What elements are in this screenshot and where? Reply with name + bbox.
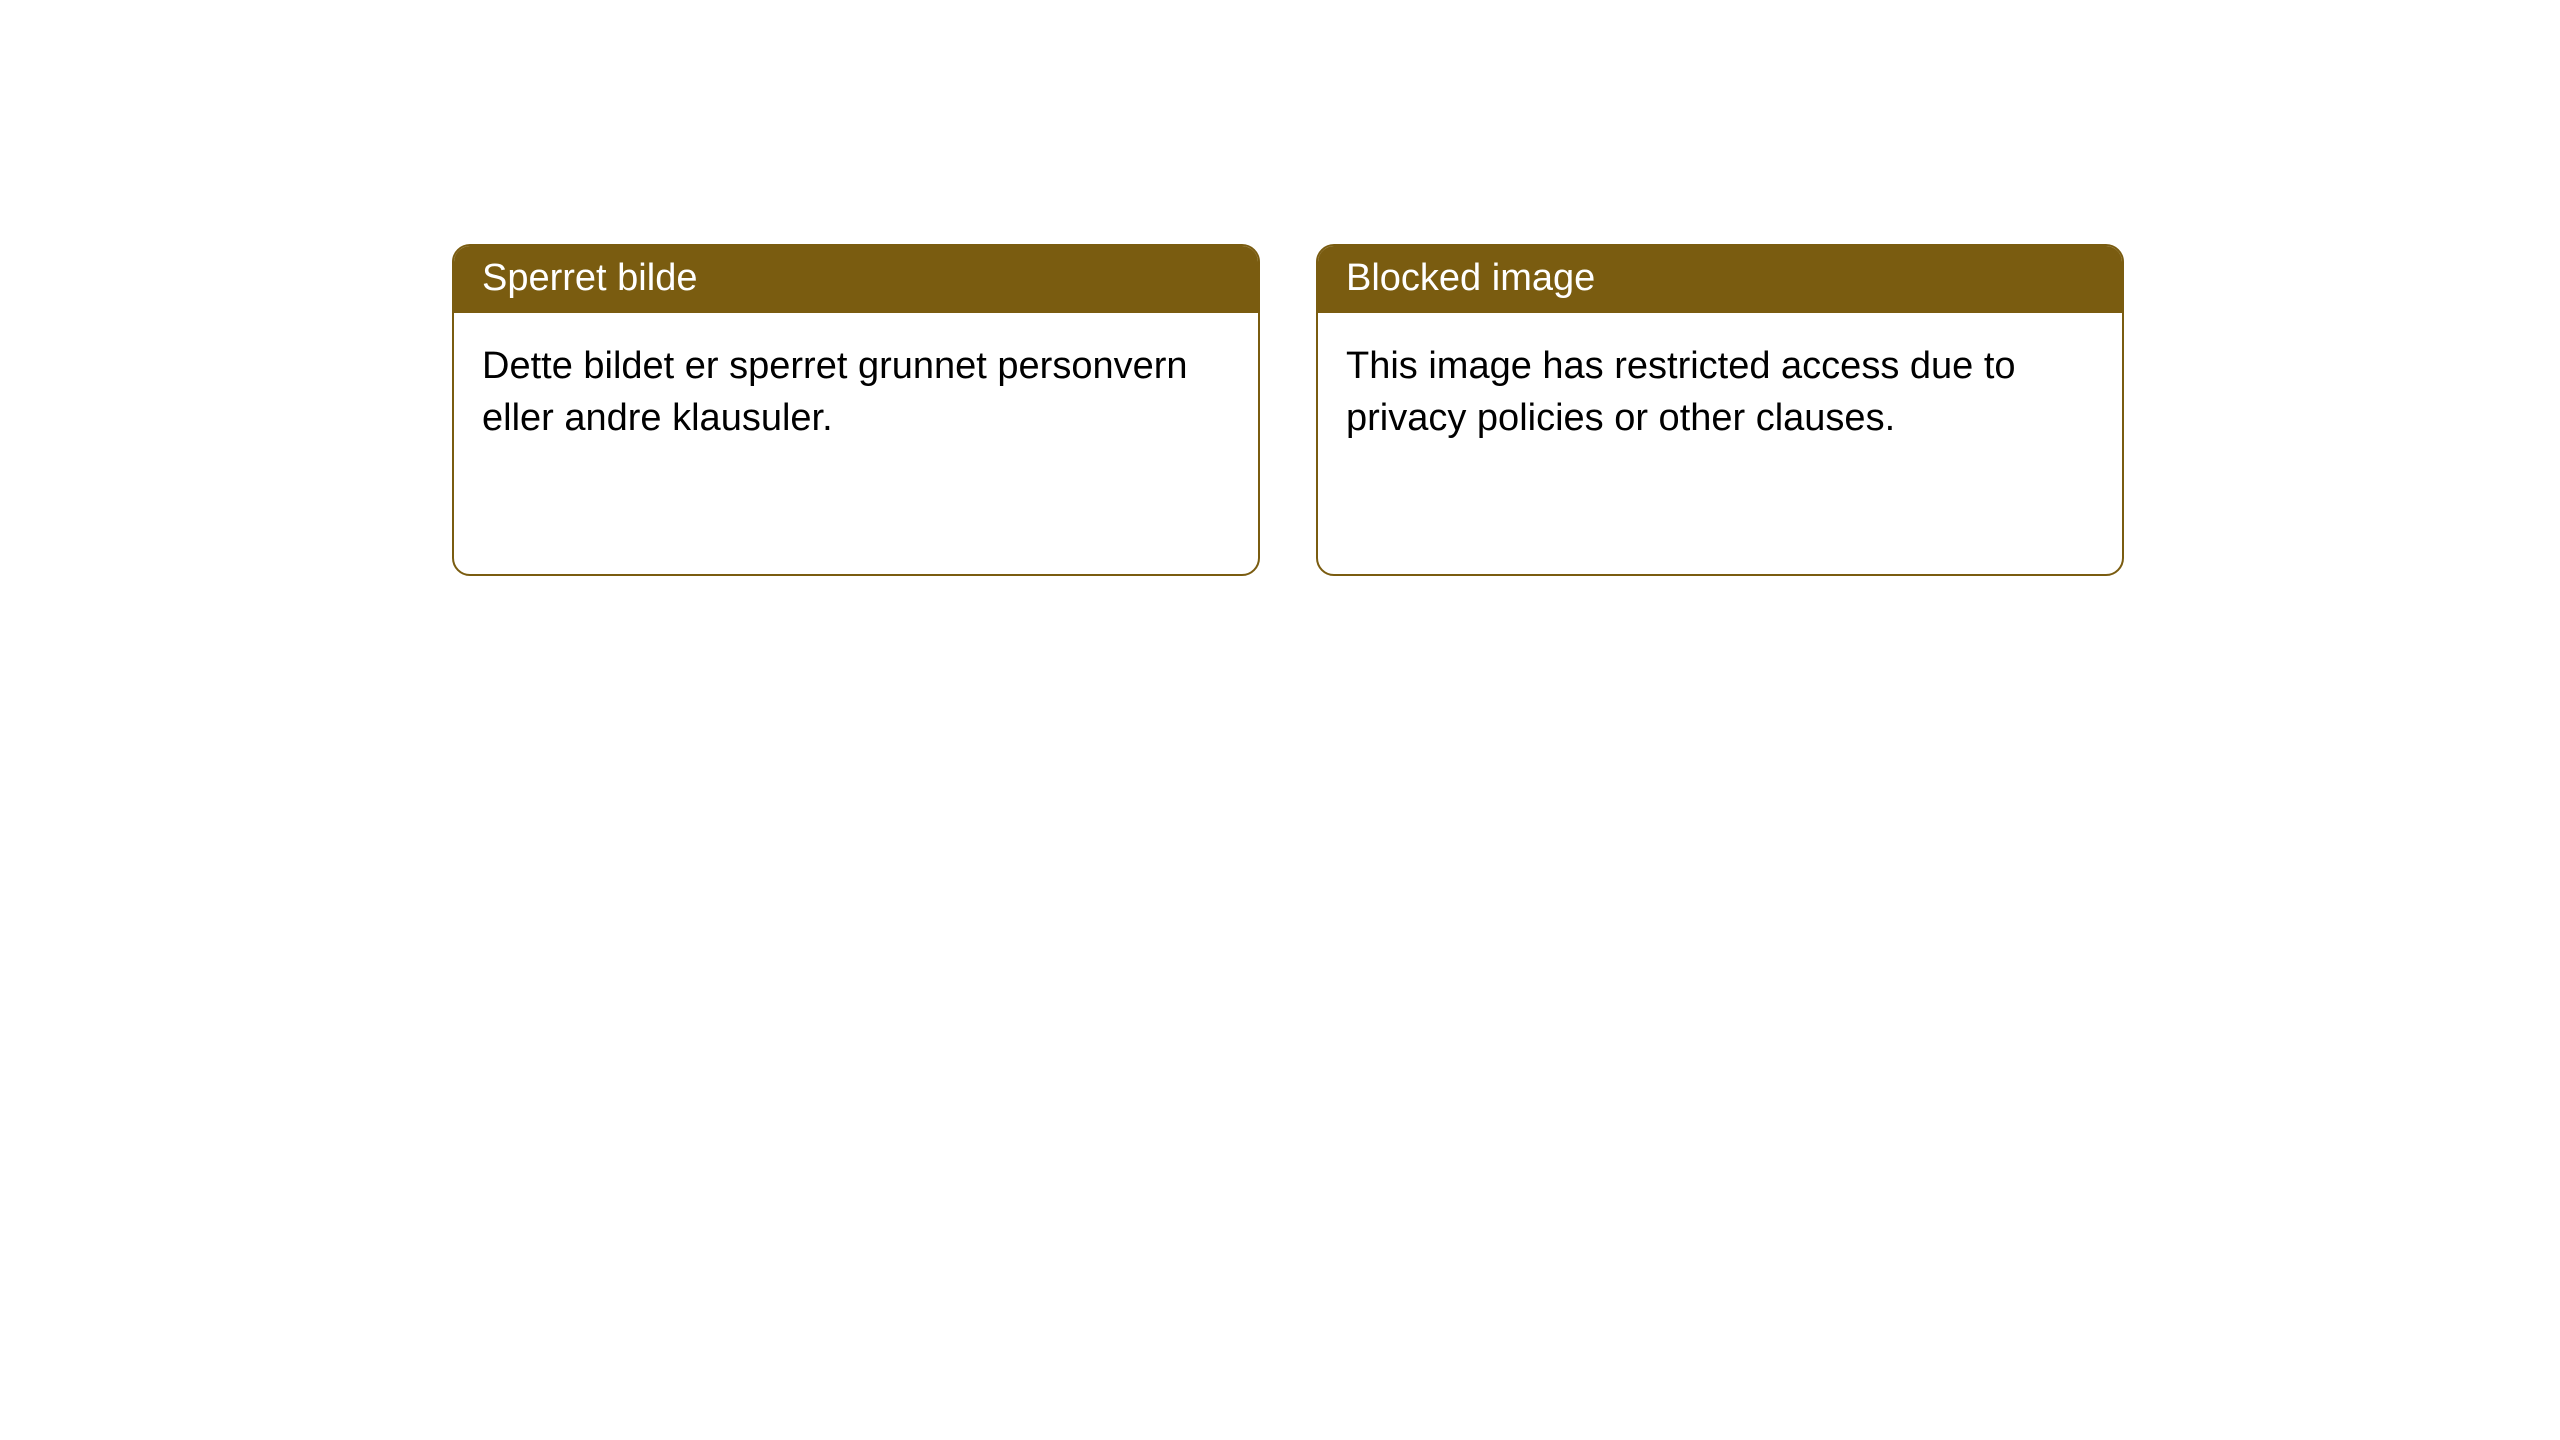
notice-title: Sperret bilde	[482, 257, 697, 299]
notice-title: Blocked image	[1346, 257, 1595, 299]
notice-body-text: Dette bildet er sperret grunnet personve…	[482, 345, 1188, 438]
notice-body-text: This image has restricted access due to …	[1346, 345, 2016, 438]
notice-header: Sperret bilde	[454, 246, 1258, 313]
notice-card-english: Blocked image This image has restricted …	[1316, 244, 2124, 576]
notice-body: Dette bildet er sperret grunnet personve…	[454, 313, 1258, 444]
notice-container: Sperret bilde Dette bildet er sperret gr…	[0, 0, 2560, 576]
notice-header: Blocked image	[1318, 246, 2122, 313]
notice-card-norwegian: Sperret bilde Dette bildet er sperret gr…	[452, 244, 1260, 576]
notice-body: This image has restricted access due to …	[1318, 313, 2122, 444]
